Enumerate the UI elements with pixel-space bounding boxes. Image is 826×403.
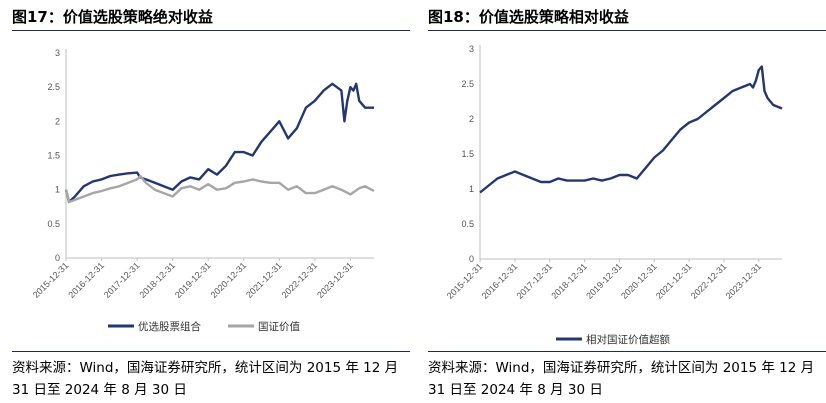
source-note: 资料来源：Wind，国海证券研究所，统计区间为 2015 年 12 月 31 日… (428, 360, 815, 398)
y-tick-label: 2 (469, 114, 474, 124)
series-line-2 (64, 174, 375, 204)
x-tick-label: 2021-12-31 (244, 260, 284, 300)
x-tick-label: 2016-12-31 (480, 261, 520, 301)
x-tick-label: 2016-12-31 (66, 260, 106, 300)
absolute-return-chart: 0 0.5 1 1.5 2 2.5 3 2015-12-312016-12-312017-12… (31, 48, 375, 333)
figure-title: 图18：价值选股策略相对收益 (428, 8, 629, 26)
x-tick-label: 2017-12-31 (515, 261, 555, 301)
figure-18-panel: 图18：价值选股策略相对收益 0 0.5 1 1.5 2 2.5 3 2015-12-31 20… (428, 0, 826, 403)
relative-return-chart: 0 0.5 1 1.5 2 2.5 3 2015-12-312016-12-312017-12… (445, 44, 783, 346)
y-tick-label: 1 (55, 185, 60, 195)
y-tick-label: 0.5 (47, 219, 60, 229)
x-tick-label: 2020-12-31 (209, 260, 249, 300)
title-divider (12, 30, 410, 31)
x-tick-label: 2021-12-31 (654, 261, 694, 301)
y-tick-label: 3 (469, 44, 474, 54)
x-tick-label: 2018-12-31 (549, 261, 589, 301)
y-tick-label: 2 (55, 116, 60, 126)
y-tick-label: 3 (55, 48, 60, 58)
y-tick-label: 0.5 (461, 219, 474, 229)
source-divider (12, 351, 410, 352)
series-line-1 (479, 65, 783, 194)
x-tick-label: 2023-12-31 (315, 260, 355, 300)
x-tick-label: 2022-12-31 (689, 261, 729, 301)
y-tick-label: 2.5 (461, 79, 474, 89)
source-note: 资料来源：Wind，国海证券研究所，统计区间为 2015 年 12 月 31 日… (12, 360, 399, 398)
x-tick-label: 2015-12-31 (31, 260, 71, 300)
y-tick-label: 0 (55, 253, 60, 263)
figure-title: 图17：价值选股策略绝对收益 (12, 8, 213, 26)
legend-label: 国证价值 (258, 320, 300, 333)
x-tick-label: 2019-12-31 (584, 261, 624, 301)
source-divider (428, 351, 826, 352)
y-tick-label: 2.5 (47, 82, 60, 92)
x-tick-label: 2023-12-31 (724, 261, 764, 301)
legend-label: 优选股票组合 (138, 320, 201, 333)
series-line-1 (64, 82, 374, 204)
x-tick-label: 2015-12-31 (445, 261, 485, 301)
x-tick-label: 2019-12-31 (173, 260, 213, 300)
y-tick-label: 0 (469, 254, 474, 264)
x-tick-label: 2022-12-31 (280, 260, 320, 300)
x-tick-label: 2020-12-31 (619, 261, 659, 301)
title-divider (428, 30, 826, 31)
y-tick-label: 1.5 (461, 149, 474, 159)
y-tick-label: 1.5 (47, 151, 60, 161)
figure-17-panel: 图17：价值选股策略绝对收益 0 0.5 1 1.5 2 2.5 3 2015-12-31 20… (12, 0, 410, 403)
y-tick-label: 1 (469, 184, 474, 194)
x-tick-label: 2017-12-31 (102, 260, 142, 300)
x-tick-label: 2018-12-31 (137, 260, 177, 300)
legend-label: 相对国证价值超额 (586, 333, 670, 346)
